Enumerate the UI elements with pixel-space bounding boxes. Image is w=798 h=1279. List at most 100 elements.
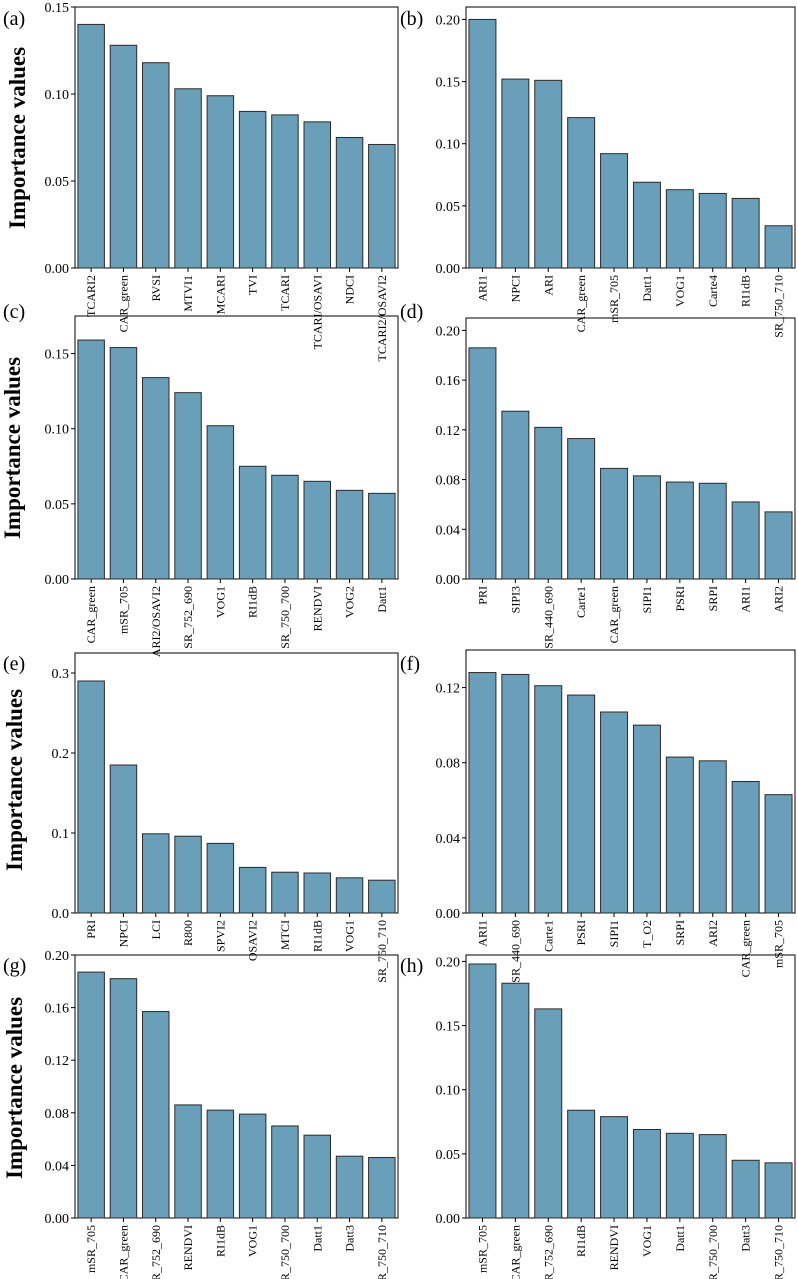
category-label: ARI2/OSAVI2 (149, 586, 163, 657)
bar (206, 1109, 235, 1219)
category-label: Datt1 (310, 1225, 324, 1252)
category-label: PRI (475, 586, 489, 605)
category-label: RENDVI (310, 586, 324, 631)
bar (600, 711, 629, 914)
category-label: CAR_green (84, 586, 98, 643)
category-label: RENDVI (181, 1225, 195, 1270)
y-axis-title: Importance values (5, 47, 30, 229)
bar (303, 480, 331, 580)
category-label: RENDVI (607, 1225, 621, 1270)
y-tick-label: 0.00 (436, 262, 461, 277)
bar (731, 1159, 760, 1219)
category-label: SRPI (673, 920, 687, 945)
bar (468, 18, 497, 269)
y-tick-label: 0.20 (436, 13, 461, 28)
category-label: SR_440_690 (541, 586, 555, 649)
bar (501, 982, 530, 1219)
category-label: MTVI1 (181, 275, 195, 312)
category-label: ARI1 (739, 586, 753, 613)
bar (764, 225, 793, 269)
bar (174, 88, 202, 269)
panel-label: (d) (400, 301, 423, 323)
y-tick-label: 0.04 (436, 523, 461, 538)
plot-frame (74, 315, 399, 580)
category-label: ARI (541, 275, 555, 296)
bar (731, 501, 760, 580)
bar (142, 377, 170, 580)
bar (567, 117, 596, 269)
category-label: SR_752_690 (541, 1225, 555, 1279)
y-axis-title: Importance values (2, 997, 27, 1179)
category-label: RVSI (149, 275, 163, 301)
bar (665, 756, 694, 914)
bar (77, 23, 105, 269)
y-tick-label: 0.15 (436, 1020, 461, 1035)
category-label: RI1dB (739, 275, 753, 307)
category-label: OSAVI2 (246, 920, 260, 961)
category-label: ARI2 (706, 920, 720, 947)
y-tick-label: 0.00 (436, 573, 461, 588)
y-tick-label: 0.15 (45, 1, 70, 16)
category-label: T_O2 (640, 920, 654, 948)
category-label: SR_752_690 (181, 586, 195, 649)
category-label: SIPI1 (640, 586, 654, 613)
plot-frame (465, 649, 796, 914)
y-tick-label: 0.00 (45, 1212, 70, 1227)
panel-label: (e) (3, 653, 25, 675)
y-tick-label: 0.12 (436, 424, 461, 439)
y-tick-label: 0.20 (436, 324, 461, 339)
category-label: MTCI (278, 920, 292, 950)
bar (303, 1134, 331, 1219)
category-label: PSRI (673, 586, 687, 611)
category-label: VOG1 (640, 1225, 654, 1257)
plot-frame (74, 6, 399, 269)
category-label: mSR_705 (607, 275, 621, 323)
bar (109, 44, 138, 269)
bar (238, 1113, 267, 1219)
bar (632, 475, 661, 580)
category-label: VOG1 (343, 920, 357, 952)
bar (271, 871, 299, 914)
category-label: Datt1 (640, 275, 654, 302)
panel-label: (a) (3, 8, 25, 30)
y-tick-label: 0.05 (436, 200, 461, 215)
bar (271, 474, 299, 580)
category-label: LCI (149, 920, 163, 939)
bar (698, 482, 727, 580)
panel-f: 0.00 0.04 0.08 0.12 ARI1 SR_440_690 Carte1 PSRI… (400, 649, 796, 983)
category-label: CAR_green (607, 586, 621, 643)
category-label: SR_750_700 (706, 1225, 720, 1279)
category-label: PSRI (574, 920, 588, 945)
bar (698, 1134, 727, 1219)
plot-frame (465, 6, 796, 269)
bar (238, 465, 267, 580)
bar (501, 673, 530, 914)
y-tick-label: 0.10 (45, 88, 70, 103)
bar (303, 872, 331, 914)
panel-d: 0.00 0.04 0.08 0.12 0.16 0.20 PRI SIPI3 SR_440_6… (400, 301, 796, 649)
panel-label: (c) (3, 301, 25, 323)
category-label: VOG2 (343, 586, 357, 618)
y-tick-label: 0.0 (52, 907, 70, 922)
bar (534, 685, 563, 914)
bar (567, 438, 596, 580)
bar (567, 1109, 596, 1219)
panel-g: 0.00 0.04 0.08 0.12 0.16 0.20 mSR_705 CAR_green… (2, 949, 399, 1279)
category-label: Datt3 (739, 1225, 753, 1252)
bar (534, 426, 563, 580)
bar (632, 1128, 661, 1219)
bar (335, 877, 364, 914)
bar (600, 153, 629, 269)
bar (206, 425, 235, 580)
bar (271, 114, 299, 269)
panel-a: 0.00 0.05 0.10 0.15 TCARI2 CAR_green RVSI MTVI1… (3, 1, 399, 361)
panel-h: 0.00 0.05 0.10 0.15 0.20 mSR_705 CAR_green SR_7… (400, 954, 796, 1279)
category-label: Carte4 (706, 275, 720, 307)
category-label: ARI1 (475, 275, 489, 302)
bar (764, 794, 793, 914)
category-label: MCARI (213, 275, 227, 314)
category-label: ARI2 (772, 586, 786, 613)
y-tick-label: 0.10 (436, 1084, 461, 1099)
y-tick-label: 0.00 (436, 907, 461, 922)
category-label: CAR_green (508, 1225, 522, 1279)
